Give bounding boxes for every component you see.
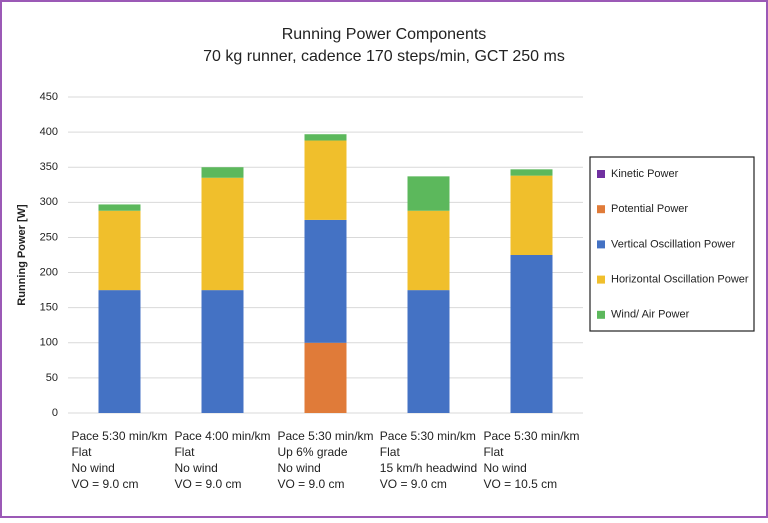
x-tick-label: Flat: [380, 445, 401, 459]
x-tick-label: Flat: [71, 445, 92, 459]
legend-swatch: [597, 275, 605, 284]
x-tick-label: Pace 5:30 min/km: [483, 429, 579, 443]
x-tick-label: Flat: [483, 445, 504, 459]
y-tick-label: 450: [40, 91, 58, 103]
x-tick-label: Pace 5:30 min/km: [71, 429, 167, 443]
y-tick-label: 50: [46, 372, 58, 384]
legend-box: [589, 156, 755, 332]
y-tick-label: 100: [40, 337, 58, 349]
x-tick-label: VO = 9.0 cm: [277, 477, 344, 491]
y-tick-label: 400: [40, 126, 58, 138]
bar-segment: [98, 204, 141, 211]
x-tick-label: No wind: [174, 461, 217, 475]
x-tick-label: VO = 10.5 cm: [483, 477, 557, 491]
bar-segment: [407, 210, 450, 291]
x-tick-label-group: Pace 4:00 min/km Flat No wind VO = 9.0 cm: [174, 429, 270, 491]
y-tick-label: 250: [40, 231, 58, 243]
x-tick-label: No wind: [277, 461, 320, 475]
legend-swatch: [597, 310, 605, 319]
y-axis-label: Running Power [W]: [16, 204, 28, 306]
y-tick-label: 350: [40, 161, 58, 173]
chart-subtitle: 70 kg runner, cadence 170 steps/min, GCT…: [203, 48, 565, 65]
legend-label: Vertical Oscillation Power: [611, 238, 735, 250]
legend-swatch: [597, 170, 605, 178]
chart-title: Running Power Components: [282, 26, 487, 43]
x-tick-label: No wind: [71, 461, 114, 475]
y-tick-label: 0: [52, 407, 58, 419]
x-tick-label: VO = 9.0 cm: [174, 477, 241, 491]
y-tick-label: 200: [40, 266, 58, 278]
x-tick-label-group: Pace 5:30 min/km Flat No wind VO = 9.0 cm: [71, 429, 167, 491]
x-tick-label: VO = 9.0 cm: [71, 477, 138, 491]
legend-label: Kinetic Power: [611, 168, 679, 180]
bar-segment: [304, 134, 347, 141]
bar-segment: [201, 290, 244, 413]
y-tick-label: 150: [40, 302, 58, 314]
bar-segment: [510, 175, 553, 255]
x-tick-label: VO = 9.0 cm: [380, 477, 447, 491]
x-tick-label-group: Pace 5:30 min/km Flat No wind VO = 10.5 cm: [483, 429, 579, 491]
x-tick-label: No wind: [483, 461, 526, 475]
bar-segment: [407, 176, 450, 211]
y-tick-label: 300: [40, 196, 58, 208]
bar-segment: [510, 255, 553, 413]
bar-segment: [407, 290, 450, 413]
x-tick-label: Up 6% grade: [277, 445, 347, 459]
x-tick-label-group: Pace 5:30 min/km Up 6% grade No wind VO = 9…: [277, 429, 373, 491]
bar-segment: [201, 167, 244, 178]
bar-segment: [304, 219, 347, 343]
x-tick-label-group: Pace 5:30 min/km Flat 15 km/h headwind VO =…: [380, 429, 477, 491]
x-tick-label: Pace 5:30 min/km: [380, 429, 476, 443]
bar-segment: [98, 210, 141, 291]
legend-label: Potential Power: [611, 203, 688, 215]
x-tick-label: 15 km/h headwind: [380, 461, 477, 475]
bar-segment: [201, 177, 244, 291]
bar-segment: [304, 140, 347, 220]
x-tick-label: Flat: [174, 445, 195, 459]
legend-swatch: [597, 240, 605, 249]
legend-label: Horizontal Oscillation Power: [611, 274, 749, 286]
legend-label: Wind/ Air Power: [611, 309, 690, 321]
bar-segment: [98, 290, 141, 413]
x-tick-label: Pace 5:30 min/km: [277, 429, 373, 443]
legend-swatch: [597, 205, 605, 214]
x-tick-label: Pace 4:00 min/km: [174, 429, 270, 443]
bar-segment: [304, 342, 347, 413]
bar-segment: [510, 169, 553, 176]
